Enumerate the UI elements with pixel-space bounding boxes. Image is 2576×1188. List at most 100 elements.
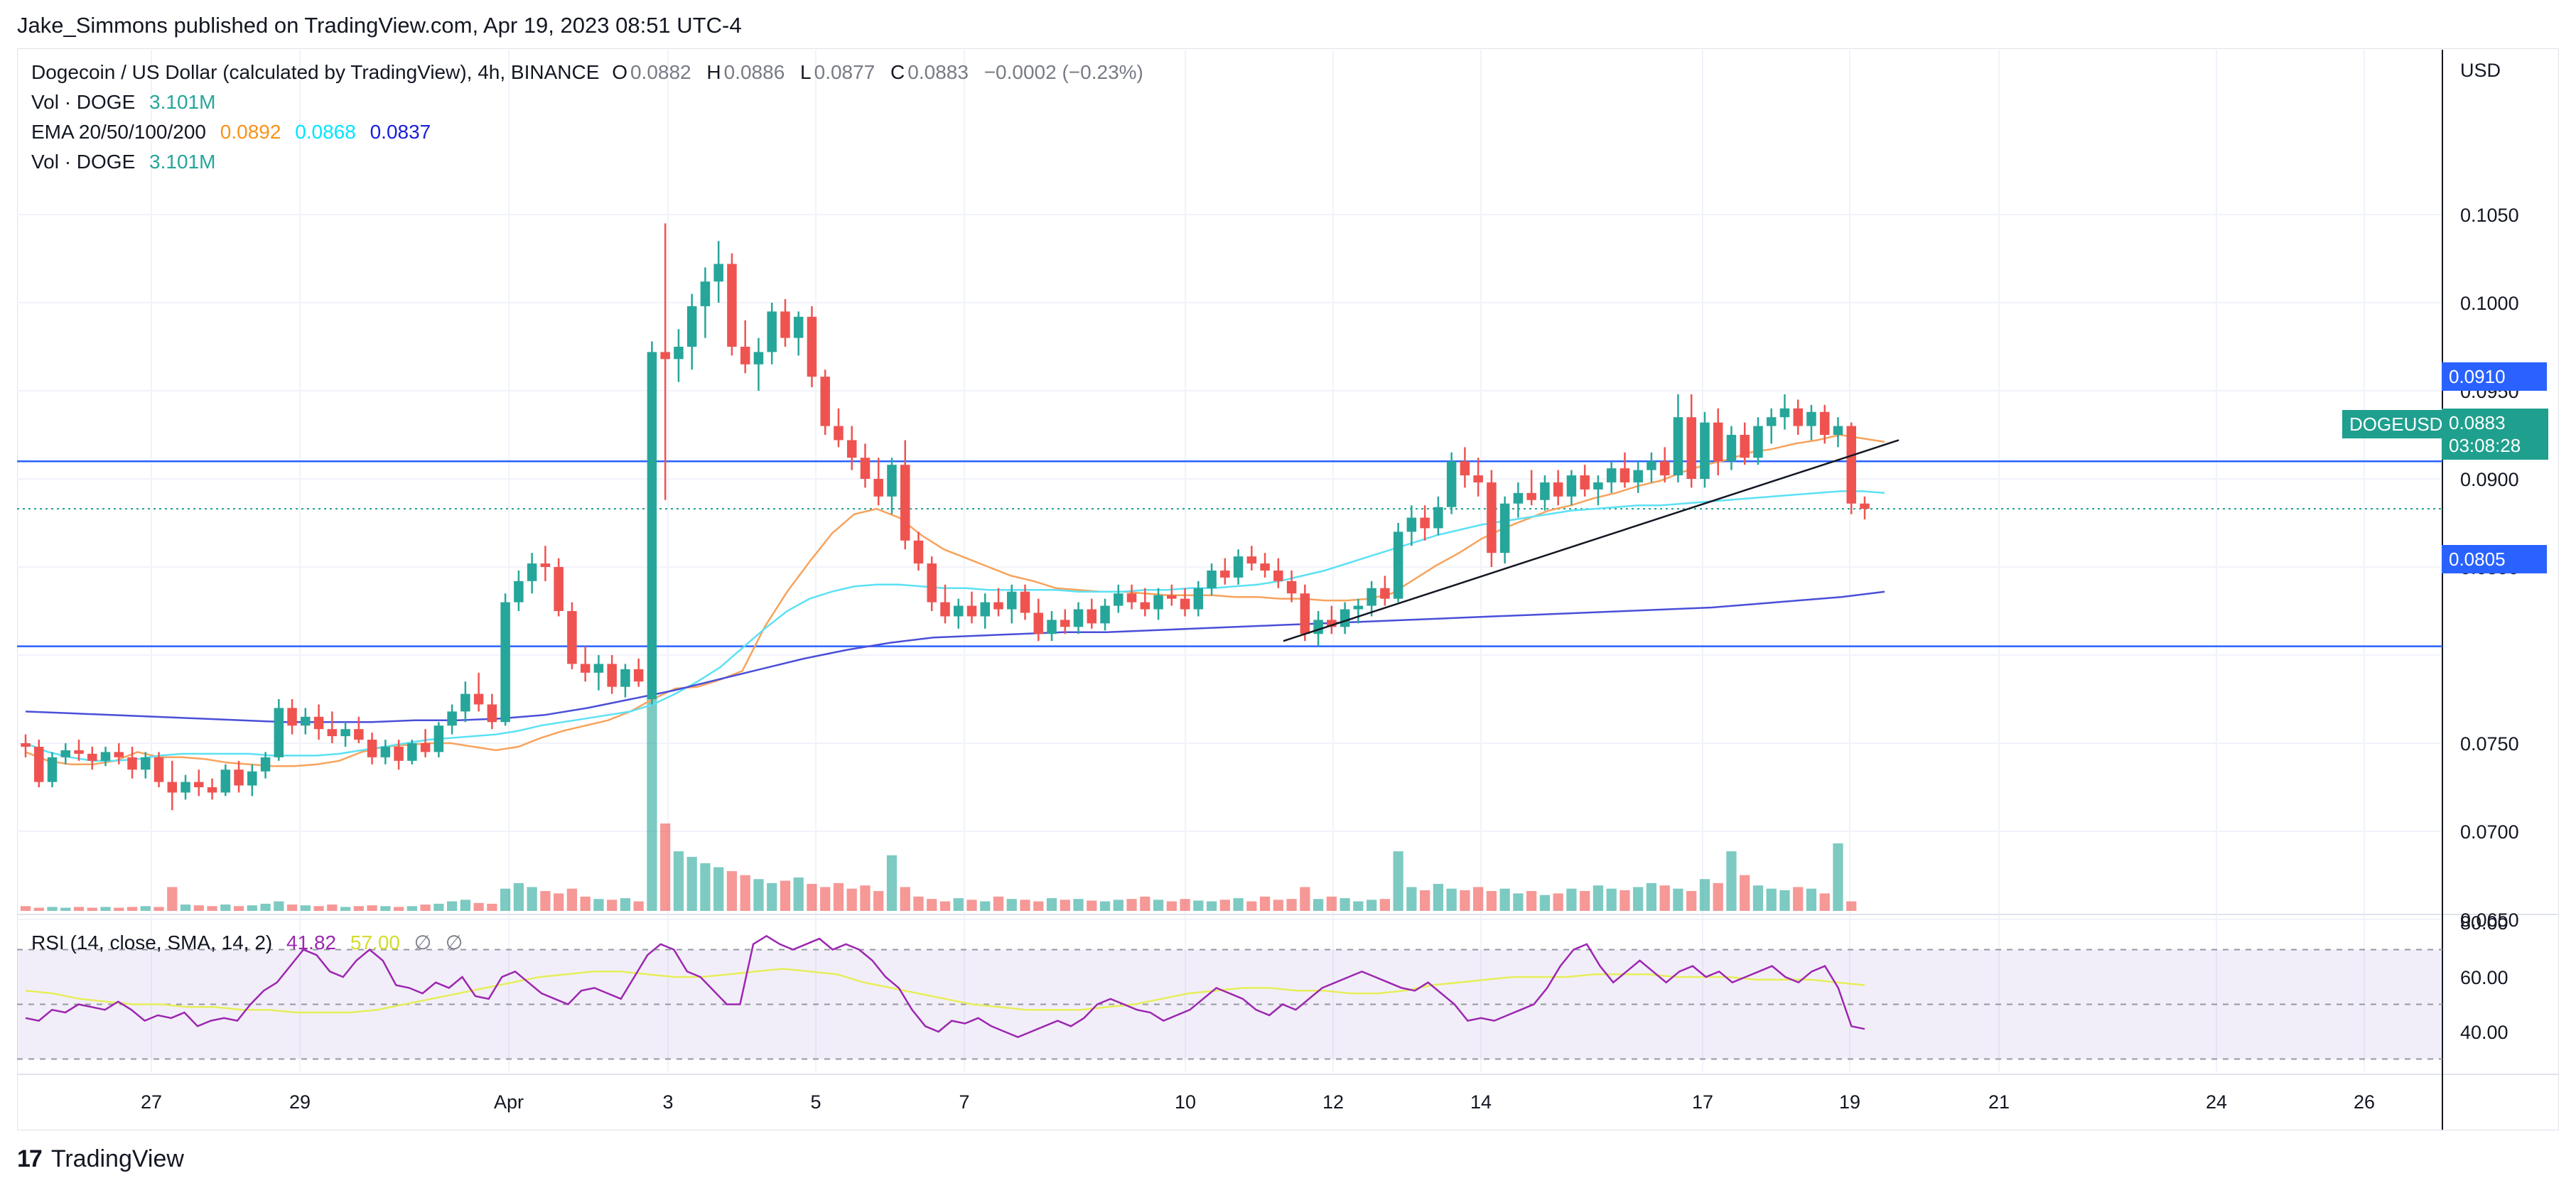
volume-bar: [126, 907, 138, 911]
rsi-empty-2: ∅: [445, 932, 463, 954]
volume-bar: [820, 887, 831, 911]
time-tick: 17: [1692, 1091, 1713, 1113]
ema-label: EMA 20/50/100/200: [31, 121, 206, 143]
volume-bar: [1646, 882, 1657, 911]
candle-body: [274, 708, 284, 757]
legend-volume-2[interactable]: Vol · DOGE 3.101M: [31, 151, 218, 173]
volume-bar: [1420, 890, 1430, 911]
last-price-badge: 0.0883 03:08:28: [2442, 409, 2548, 460]
trendline-line: [1283, 439, 1899, 642]
chart-container[interactable]: [17, 48, 2559, 1130]
volume-bar: [1673, 888, 1683, 911]
candle-body: [447, 711, 457, 726]
ohlc-open: 0.0882: [630, 61, 691, 83]
volume-bar: [1113, 900, 1123, 911]
volume-bar: [1819, 893, 1830, 911]
candle-body: [1193, 588, 1204, 610]
volume-bar: [740, 875, 750, 911]
volume-bar: [1273, 900, 1283, 911]
candle-body: [247, 771, 257, 786]
time-tick: Apr: [494, 1091, 524, 1113]
rsi-empty-1: ∅: [414, 932, 432, 954]
candle-body: [1180, 598, 1190, 610]
volume-bar: [233, 906, 244, 911]
volume-bar: [1379, 899, 1390, 911]
volume-bar: [446, 901, 458, 911]
candle-body: [153, 757, 164, 782]
rsi-lines: [25, 934, 1865, 1039]
candle-body: [1020, 591, 1030, 613]
volume-bar: [33, 907, 44, 911]
ohlc-close: 0.0883: [907, 61, 969, 83]
volume-bar: [1793, 887, 1804, 911]
rsi-band-fill: [17, 949, 2442, 1059]
volume-bar: [1393, 851, 1403, 911]
time-tick: 5: [810, 1091, 821, 1113]
volume-bar: [473, 902, 484, 911]
candle-body: [846, 440, 857, 458]
candle-body: [1473, 475, 1483, 482]
volume-bar: [700, 863, 711, 911]
ohlc-low-label: L: [800, 61, 812, 83]
candle-body: [1073, 609, 1084, 627]
candle-body: [1007, 591, 1017, 610]
ohlc-close-label: C: [890, 61, 905, 83]
volume-bar: [406, 906, 417, 911]
candle-body: [1100, 605, 1110, 624]
currency-label: USD: [2460, 60, 2501, 81]
time-tick: 24: [2206, 1091, 2227, 1113]
volume-bar: [1286, 899, 1297, 911]
volume-bar: [1526, 891, 1537, 911]
candle-body: [1367, 588, 1376, 606]
time-tick: 3: [662, 1091, 673, 1113]
tradingview-logo-icon: 17: [17, 1145, 43, 1172]
time-tick: 10: [1175, 1091, 1196, 1113]
legend-symbol-line[interactable]: Dogecoin / US Dollar (calculated by Trad…: [31, 61, 1146, 84]
volume-bar: [1553, 893, 1563, 911]
candle-body: [167, 782, 178, 793]
candle-body: [1406, 517, 1417, 532]
volume-value: 3.101M: [149, 151, 216, 173]
candle-body: [900, 465, 910, 541]
candle-body: [793, 316, 804, 338]
candle-body: [1580, 475, 1590, 490]
volume-bar: [566, 888, 578, 911]
volume-bar: [1699, 879, 1710, 911]
candle-body: [1487, 482, 1497, 554]
candle-body: [1300, 593, 1310, 634]
candle-body: [1340, 609, 1350, 627]
legend-ema[interactable]: EMA 20/50/100/200 0.0892 0.0868 0.0837: [31, 121, 433, 144]
time-tick: 26: [2354, 1091, 2375, 1113]
legend-volume-1[interactable]: Vol · DOGE 3.101M: [31, 91, 218, 114]
volume-bar: [1153, 900, 1164, 911]
volume-bar: [1486, 891, 1497, 911]
candle-body: [1140, 602, 1150, 610]
candle-body: [1700, 422, 1710, 479]
volume-bar: [1060, 900, 1070, 911]
symbol-title[interactable]: Dogecoin / US Dollar (calculated by Trad…: [31, 61, 600, 83]
volume-bar: [1366, 900, 1377, 911]
volume-bar: [1087, 900, 1097, 911]
candle-body: [114, 752, 124, 757]
candle-body: [1167, 595, 1177, 599]
candle-body: [180, 782, 190, 793]
volume-bar: [247, 905, 257, 911]
candle-body: [567, 611, 577, 664]
legend-rsi[interactable]: RSI (14, close, SMA, 14, 2) 41.82 57.00 …: [31, 931, 465, 954]
ema-value-2: 0.0868: [295, 121, 356, 143]
rsi-tick: 60.00: [2460, 967, 2508, 988]
candle-body: [327, 729, 338, 737]
volume-bar: [620, 898, 631, 911]
volume-bar: [487, 903, 497, 911]
ema50-line: [25, 490, 1885, 762]
time-tick: 14: [1470, 1091, 1492, 1113]
candle-body: [807, 316, 817, 377]
candle-body: [367, 740, 377, 757]
candle-body: [1766, 417, 1777, 426]
candle-body: [1246, 556, 1257, 564]
volume-bar: [513, 882, 524, 911]
ema100-line: [25, 590, 1885, 723]
tradingview-footer[interactable]: 17 TradingView: [17, 1141, 184, 1177]
volume-bar: [500, 888, 511, 911]
